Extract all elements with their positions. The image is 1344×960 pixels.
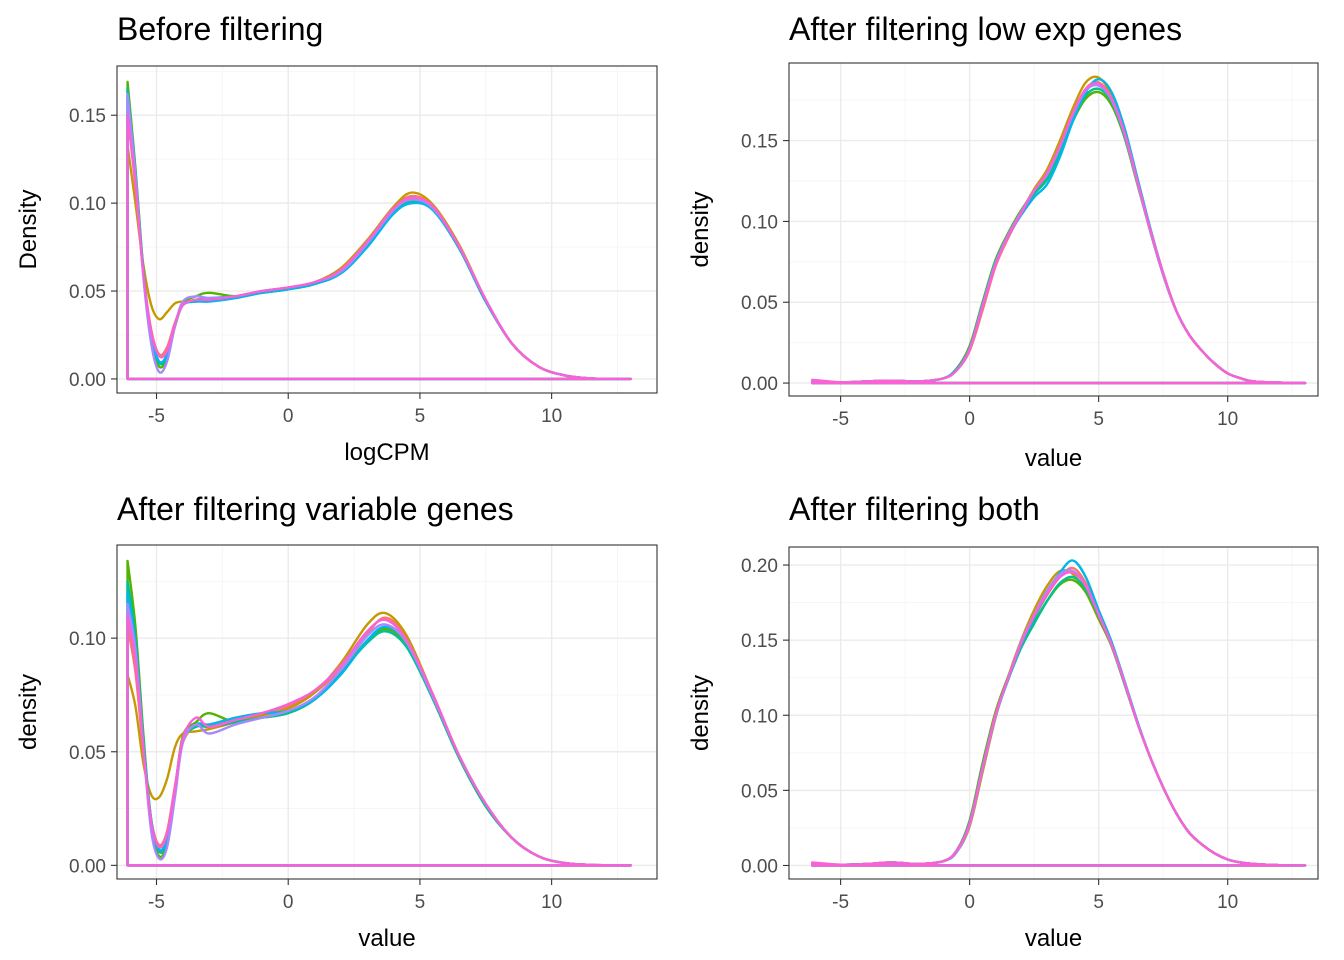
y-axis-title: density (15, 674, 42, 750)
gridlines (789, 547, 1318, 879)
x-tick-label: 5 (1093, 892, 1104, 913)
x-axis-title: value (1025, 925, 1082, 952)
y-tick-label: 0.00 (741, 374, 778, 395)
chart-title: After filtering both (789, 491, 1040, 527)
panel-background (789, 63, 1318, 396)
y-tick-label: 0.05 (741, 781, 778, 802)
panel-border (116, 544, 658, 880)
y-tick-label: 0.00 (69, 856, 106, 877)
x-tick-label: 0 (964, 892, 975, 913)
y-tick-label: 0.05 (69, 743, 106, 764)
x-tick-label: 0 (283, 892, 294, 913)
x-tick-label: -5 (832, 892, 849, 913)
chart-title: After filtering variable genes (117, 491, 514, 527)
y-tick-label: 0.10 (741, 706, 778, 727)
x-tick-label: 5 (415, 406, 426, 427)
y-tick-label: 0.15 (741, 132, 778, 153)
x-tick-label: 10 (1217, 892, 1238, 913)
series-group (126, 80, 632, 381)
series-line-7 (811, 82, 1307, 385)
y-tick-label: 0.10 (741, 212, 778, 233)
chart-title: After filtering low exp genes (789, 11, 1182, 47)
x-axis-title: value (1025, 445, 1082, 472)
y-axis-title: density (687, 675, 714, 751)
axis-ticks: -5 0 5 10 0.00 0.05 0.10 (69, 629, 562, 913)
x-tick-label: 10 (541, 406, 562, 427)
y-tick-label: 0.15 (741, 631, 778, 652)
panel-border (116, 65, 658, 394)
series-line-7 (126, 114, 632, 381)
axis-ticks: -5 0 5 10 0.00 0.05 0.10 0.15 (741, 132, 1238, 430)
y-tick-label: 0.10 (69, 629, 106, 650)
y-tick-label: 0.00 (741, 856, 778, 877)
x-tick-label: -5 (148, 406, 165, 427)
chart-panel-1: -5 0 5 10 0.00 0.05 0.10 0.15 Before filtering lo… (15, 11, 658, 466)
chart-panel-2: -5 0 5 10 0.00 0.05 0.10 0.15 After filtering lo… (687, 11, 1319, 472)
series-group (811, 75, 1307, 385)
y-tick-label: 0.00 (69, 370, 106, 391)
panel-background (117, 66, 657, 393)
panel-border (788, 62, 1319, 397)
x-tick-label: 5 (415, 892, 426, 913)
x-tick-label: 0 (283, 406, 294, 427)
gridlines (117, 66, 657, 393)
x-axis-title: logCPM (344, 439, 429, 466)
series-group (126, 559, 632, 867)
y-tick-label: 0.15 (69, 106, 106, 127)
series-line-7 (126, 614, 632, 867)
y-tick-label: 0.10 (69, 194, 106, 215)
series-line-7 (811, 570, 1307, 867)
y-tick-label: 0.05 (69, 282, 106, 303)
x-tick-label: 5 (1093, 409, 1104, 430)
chart-panel-3: -5 0 5 10 0.00 0.05 0.10 After filtering variab… (15, 491, 658, 952)
x-axis-title: value (358, 925, 415, 952)
x-tick-label: -5 (832, 409, 849, 430)
panel-background (117, 545, 657, 879)
x-tick-label: 10 (541, 892, 562, 913)
series-group (811, 559, 1307, 867)
x-tick-label: -5 (148, 892, 165, 913)
chart-title: Before filtering (117, 11, 323, 47)
y-axis-title: density (687, 191, 714, 267)
axis-ticks: -5 0 5 10 0.00 0.05 0.10 0.15 0.20 (741, 556, 1238, 913)
x-tick-label: 10 (1217, 409, 1238, 430)
chart-panel-4: -5 0 5 10 0.00 0.05 0.10 0.15 0.20 After filterin… (687, 491, 1319, 952)
panel-border (788, 546, 1319, 880)
y-tick-label: 0.05 (741, 293, 778, 314)
y-axis-title: Density (15, 189, 42, 269)
axis-ticks: -5 0 5 10 0.00 0.05 0.10 0.15 (69, 106, 562, 427)
x-tick-label: 0 (964, 409, 975, 430)
panel-background (789, 547, 1318, 879)
y-tick-label: 0.20 (741, 556, 778, 577)
